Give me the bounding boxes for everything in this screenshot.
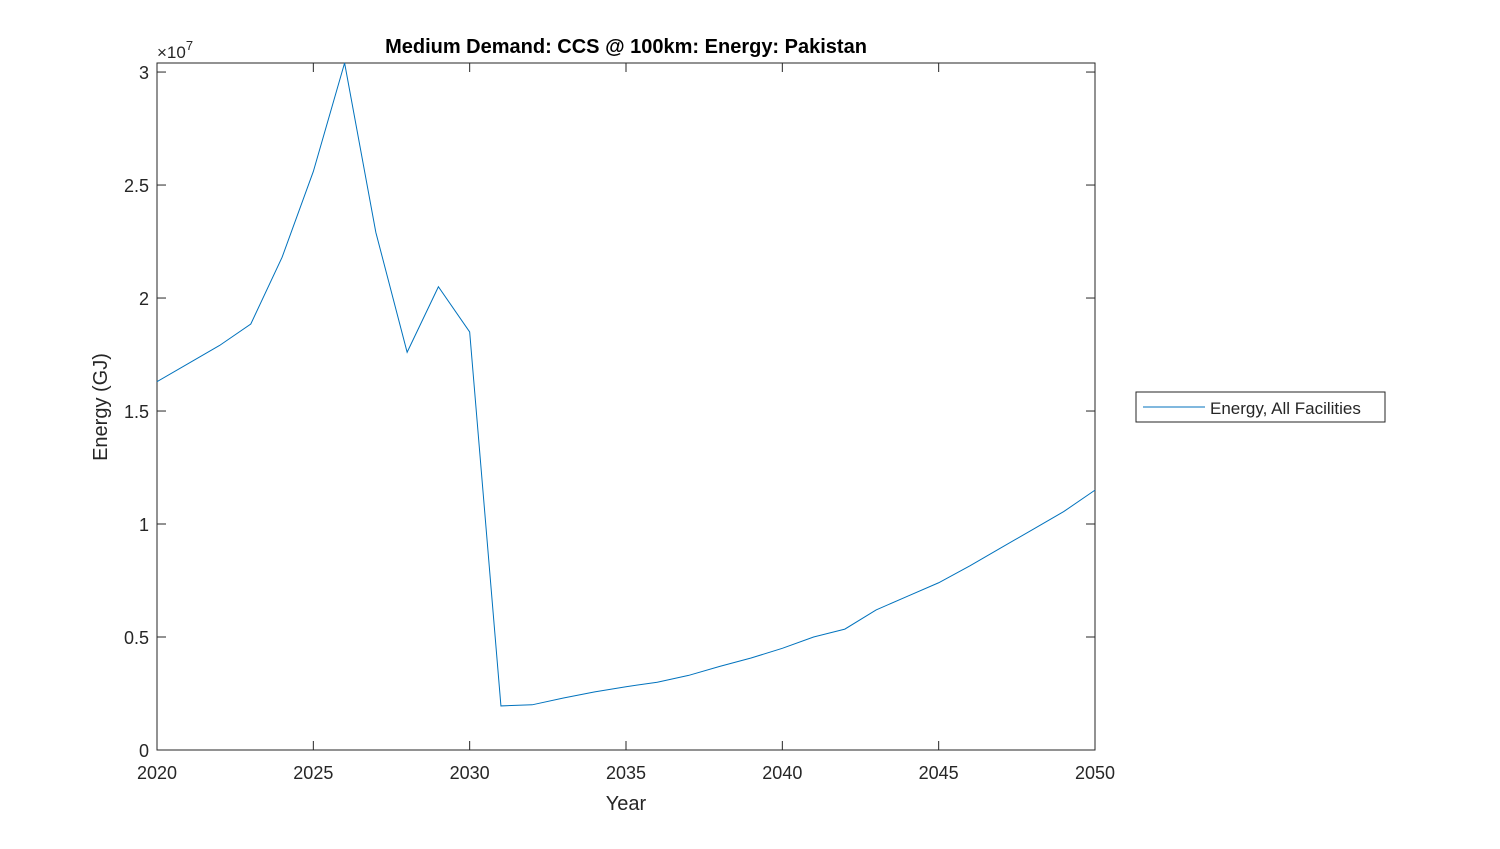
svg-text:×107: ×107 — [157, 38, 193, 62]
y-tick-label: 0.5 — [124, 628, 149, 648]
x-tick-label: 2040 — [762, 763, 802, 783]
y-tick-label: 1.5 — [124, 402, 149, 422]
x-tick-label: 2030 — [450, 763, 490, 783]
y-exponent: ×107 — [157, 38, 193, 62]
y-tick-label: 0 — [139, 741, 149, 761]
y-tick-label: 2.5 — [124, 176, 149, 196]
y-axis-label: Energy (GJ) — [90, 353, 112, 461]
x-tick-label: 2045 — [919, 763, 959, 783]
y-exponent-base: ×10 — [157, 43, 186, 62]
legend-entry-label: Energy, All Facilities — [1210, 399, 1361, 418]
legend: Energy, All Facilities — [1135, 391, 1386, 423]
y-tick-label: 1 — [139, 515, 149, 535]
x-tick-label: 2020 — [137, 763, 177, 783]
x-tick-label: 2035 — [606, 763, 646, 783]
y-tick-label: 2 — [139, 289, 149, 309]
x-tick-label: 2050 — [1075, 763, 1115, 783]
y-tick-label: 3 — [139, 63, 149, 83]
x-tick-label: 2025 — [293, 763, 333, 783]
chart-title: Medium Demand: CCS @ 100km: Energy: Paki… — [385, 36, 867, 58]
y-exponent-power: 7 — [186, 38, 193, 53]
series-line-energy-all-facilities — [156, 62, 1096, 707]
plot-area — [156, 62, 1096, 751]
x-axis-label: Year — [606, 793, 647, 815]
